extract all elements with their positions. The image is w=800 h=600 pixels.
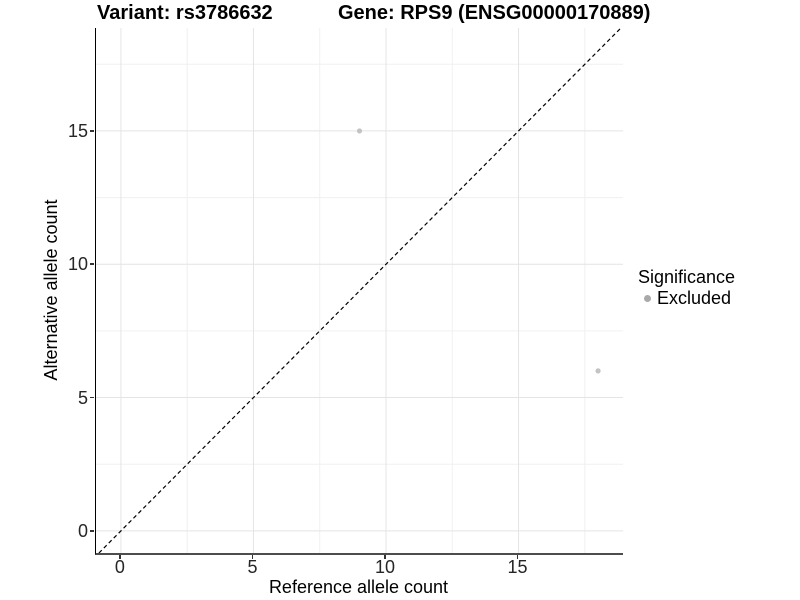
x-tick-label: 15: [507, 557, 528, 577]
plot-title-gene: Gene: RPS9 (ENSG00000170889): [338, 2, 651, 24]
x-axis-tick: [384, 555, 386, 559]
x-axis-title: Reference allele count: [268, 577, 449, 597]
legend-item-excluded: Excluded: [638, 288, 735, 308]
x-axis-tick: [251, 555, 254, 559]
x-tick-label: 5: [247, 557, 258, 577]
data-point: [595, 368, 601, 374]
identity-line: [98, 28, 622, 553]
y-tick-label: 5: [77, 387, 88, 408]
y-axis-tick: [90, 530, 94, 532]
legend-point-icon: [644, 294, 651, 302]
y-axis-tick: [90, 263, 94, 265]
plot-canvas: [96, 28, 623, 553]
x-tick-label: 10: [374, 557, 396, 577]
y-axis-tick: [90, 396, 94, 399]
y-tick-label: 0: [77, 520, 88, 541]
x-axis-tick: [119, 555, 121, 559]
y-tick-label: 10: [67, 254, 88, 275]
data-point: [356, 128, 363, 134]
plot-panel: [95, 28, 623, 555]
legend: Significance Excluded: [638, 267, 735, 308]
x-tick-label: 0: [114, 557, 125, 577]
y-tick-label: 15: [67, 120, 88, 141]
y-axis-tick: [90, 130, 94, 132]
plot-title-variant: Variant: rs3786632: [97, 2, 273, 24]
legend-title: Significance: [638, 267, 736, 287]
x-axis-tick: [516, 555, 519, 559]
legend-key: [638, 294, 664, 302]
legend-item-label: Excluded: [657, 287, 732, 308]
